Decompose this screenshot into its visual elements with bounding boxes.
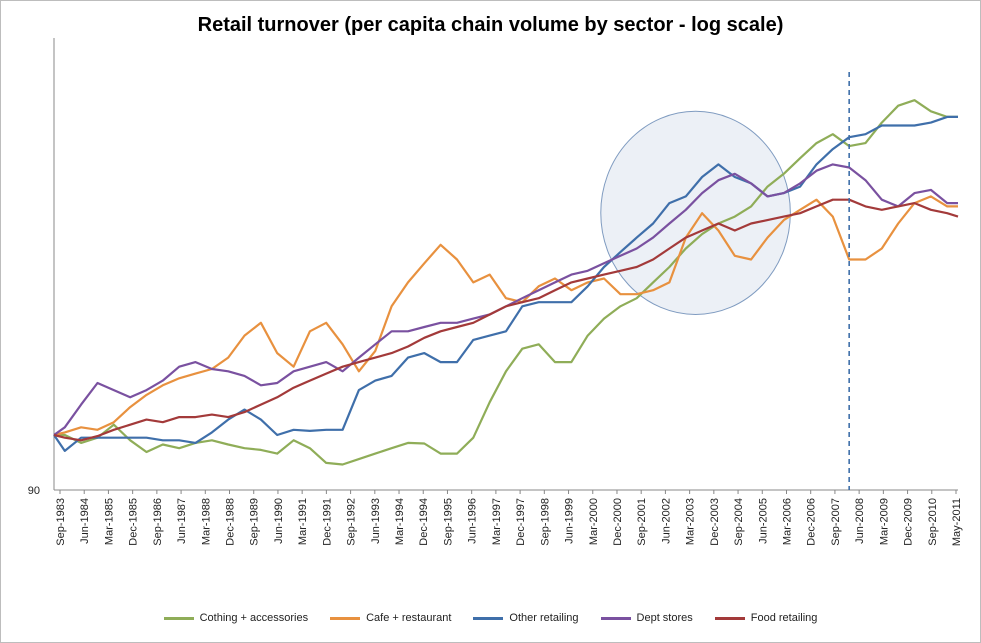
series-line-1 xyxy=(54,99,958,466)
x-tick-label: Dec-1997 xyxy=(515,498,527,546)
legend-swatch xyxy=(600,616,631,620)
x-tick-label: Jun-2008 xyxy=(854,498,866,544)
legend-label: Cothing + accessories xyxy=(199,612,309,624)
x-tick-label: Dec-1991 xyxy=(321,498,333,546)
x-tick-label: Sep-1992 xyxy=(346,498,358,546)
legend-item: Dept stores xyxy=(600,612,693,624)
highlight-ellipse xyxy=(600,110,791,315)
x-tick-label: Dec-2009 xyxy=(903,498,915,546)
legend-item: Cafe + restaurant xyxy=(330,612,451,624)
x-tick-label: Sep-2004 xyxy=(733,498,745,546)
x-tick-label: Mar-1988 xyxy=(200,498,212,545)
legend-item: Food retailing xyxy=(714,612,818,624)
y-tick-label: 90 xyxy=(28,485,40,497)
x-tick-label: Jun-1987 xyxy=(176,498,188,544)
legend-item: Other retailing xyxy=(473,612,579,624)
legend-label: Food retailing xyxy=(750,612,818,624)
x-tick-label: Dec-1994 xyxy=(418,498,430,546)
x-tick-label: Mar-2003 xyxy=(685,498,697,545)
x-tick-label: Dec-2000 xyxy=(612,498,624,546)
x-tick-label: Dec-2003 xyxy=(709,498,721,546)
x-tick-label: Jun-1999 xyxy=(564,498,576,544)
x-tick-label: Mar-2006 xyxy=(781,498,793,545)
legend-swatch xyxy=(163,616,194,620)
x-tick-label: Jun-1990 xyxy=(273,498,285,544)
x-tick-label: Mar-2009 xyxy=(878,498,890,545)
x-tick-label: Sep-1986 xyxy=(152,498,164,546)
series-line-3 xyxy=(53,115,958,452)
legend-swatch xyxy=(330,616,361,620)
series-line-2 xyxy=(53,195,958,437)
legend-item: Cothing + accessories xyxy=(163,612,309,624)
x-tick-label: Mar-2000 xyxy=(588,498,600,545)
x-tick-label: May-2011 xyxy=(951,498,963,546)
x-tick-label: Sep-1995 xyxy=(442,498,454,546)
x-tick-label: Dec-1988 xyxy=(225,498,237,546)
x-tick-label: Jun-1984 xyxy=(79,498,91,544)
x-tick-label: Jun-2002 xyxy=(660,498,672,544)
legend-swatch xyxy=(473,616,504,620)
x-tick-label: Jun-2005 xyxy=(757,498,769,544)
legend: Cothing + accessories Cafe + restaurant Ot… xyxy=(0,612,981,624)
x-tick-label: Sep-1983 xyxy=(55,498,67,546)
x-tick-label: Jun-1996 xyxy=(467,498,479,544)
x-tick-label: Dec-2006 xyxy=(806,498,818,546)
legend-label: Other retailing xyxy=(509,612,579,624)
x-tick-label: Jun-1993 xyxy=(370,498,382,544)
x-tick-label: Dec-1985 xyxy=(128,498,140,546)
legend-swatch xyxy=(714,616,745,620)
x-tick-label: Sep-1989 xyxy=(249,498,261,546)
series-line-5 xyxy=(53,198,959,442)
x-tick-label: Mar-1991 xyxy=(297,498,309,545)
chart-title: Retail turnover (per capita chain volume… xyxy=(197,14,784,36)
x-tick-label: Mar-1997 xyxy=(491,498,503,545)
x-tick-label: Mar-1985 xyxy=(103,498,115,545)
x-tick-label: Sep-2007 xyxy=(830,498,842,546)
x-tick-label: Sep-1998 xyxy=(539,498,551,546)
legend-label: Cafe + restaurant xyxy=(366,612,452,624)
x-tick-label: Sep-2010 xyxy=(927,498,939,546)
x-tick-label: Mar-1994 xyxy=(394,498,406,545)
legend-label: Dept stores xyxy=(636,612,693,624)
x-tick-label: Sep-2001 xyxy=(636,498,648,546)
